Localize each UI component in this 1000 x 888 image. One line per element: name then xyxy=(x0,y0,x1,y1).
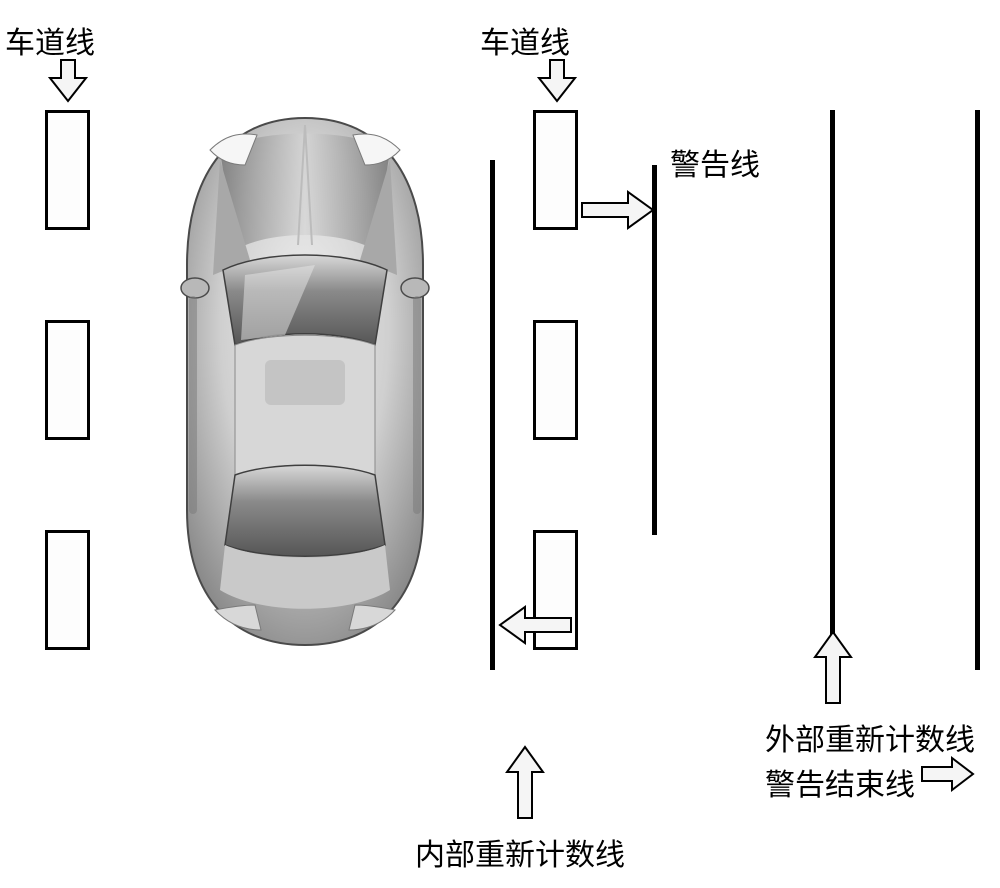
inner-recount-line xyxy=(490,160,495,670)
label-warning-end: 警告结束线 xyxy=(765,760,915,804)
arrow-down-icon xyxy=(48,58,88,103)
warning-end-line xyxy=(975,110,980,670)
label-lane-left: 车道线 xyxy=(5,18,95,62)
label-internal-recount: 内部重新计数线 xyxy=(415,830,625,874)
lane-dash-left xyxy=(45,530,90,650)
arrow-left-icon xyxy=(498,605,573,645)
lane-dash-left xyxy=(45,320,90,440)
lane-dash-right xyxy=(533,320,578,440)
arrow-up-icon xyxy=(505,745,545,820)
label-lane-right: 车道线 xyxy=(480,18,570,62)
label-external-recount: 外部重新计数线 xyxy=(765,715,975,759)
arrow-down-icon xyxy=(537,58,577,103)
car-icon xyxy=(165,110,445,655)
arrow-up-icon xyxy=(813,630,853,705)
lane-dash-right xyxy=(533,110,578,230)
outer-recount-line xyxy=(830,110,835,670)
label-warning-line: 警告线 xyxy=(670,140,760,184)
lane-dash-left xyxy=(45,110,90,230)
arrow-right-icon xyxy=(920,756,975,792)
arrow-right-icon xyxy=(580,190,655,230)
lane-diagram: 车道线 车道线 警告线 外部重新计数线 警告结束线 内部重新计数线 xyxy=(0,0,1000,888)
